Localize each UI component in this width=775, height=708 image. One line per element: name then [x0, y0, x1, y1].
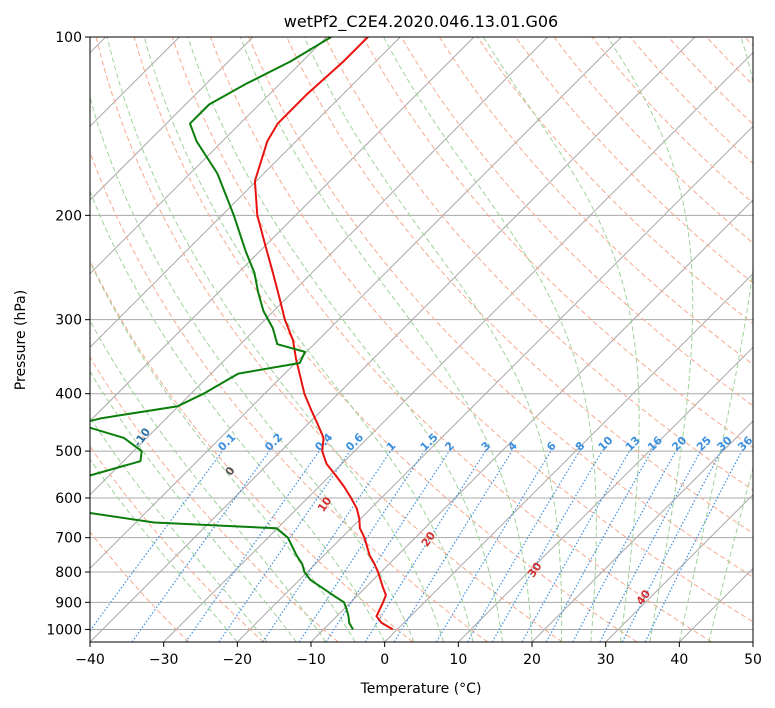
dry-adiabat-line [90, 150, 488, 642]
mixing-ratio-line [621, 450, 722, 642]
dry-adiabat-line [324, 37, 753, 491]
y-tick-label: 200 [55, 208, 82, 224]
moist-adiabat-line [187, 37, 503, 642]
x-tick-label: 0 [380, 652, 389, 668]
isotherm-line [90, 37, 622, 570]
isotherm-line [384, 272, 753, 642]
dry-adiabat-line [95, 37, 563, 642]
y-tick-label: 400 [55, 387, 82, 403]
x-tick-label: −10 [296, 652, 326, 668]
dry-adiabat-line [210, 37, 753, 623]
mixing-ratio-line [644, 450, 743, 642]
y-tick-label: 600 [55, 491, 82, 507]
axes: −40 −30 −20 −10 0 10 20 30 40 50 100 200 300 400 500 60… [46, 30, 762, 668]
moist-adiabat-line [678, 37, 753, 642]
mixing-ratio-line [521, 450, 631, 642]
moist-adiabat-line [607, 37, 694, 642]
dry-adiabat-line [90, 445, 264, 642]
isotherm-line [90, 37, 549, 496]
y-tick-label: 700 [55, 531, 82, 547]
isotherm-line [605, 493, 753, 642]
dry-adiabat-line [90, 259, 414, 642]
moist-adiabat-line [143, 37, 474, 642]
dry-adiabat-line [171, 37, 712, 642]
dry-adiabat-line [133, 37, 638, 642]
moist-adiabat-line [90, 189, 386, 642]
y-axis-title: Pressure (hPa) [13, 290, 29, 390]
x-tick-label: −40 [75, 652, 105, 668]
mixing-ratio-line [572, 450, 677, 642]
mixing-ratio-line [435, 450, 552, 642]
x-tick-label: 10 [449, 652, 467, 668]
y-tick-label: 1000 [46, 622, 82, 638]
moist-adiabat-line [383, 37, 597, 642]
moist-adiabat-line [239, 37, 533, 642]
y-tick-label: 300 [55, 313, 82, 329]
mixing-ratio-line [131, 450, 270, 642]
mixing-ratio-line [185, 450, 320, 642]
series-lines [90, 37, 394, 631]
isotherm-line [90, 37, 475, 422]
x-tick-label: −20 [223, 652, 253, 668]
mixing-ratio-line [599, 450, 702, 642]
temperature-line [253, 37, 394, 631]
dry-adiabat-line [400, 37, 753, 407]
x-tick-label: 20 [523, 652, 541, 668]
isotherm-line [531, 420, 753, 642]
dry-adiabat-line [90, 356, 339, 642]
x-tick-label: 50 [744, 652, 762, 668]
dry-adiabat-line [515, 37, 753, 284]
moist-adiabat-line [90, 260, 356, 642]
isotherm-line [163, 51, 753, 642]
moist-adiabat-line [106, 37, 445, 642]
moist-adiabat-line [90, 319, 327, 642]
isotherm-line [90, 37, 328, 275]
plot-frame [89, 36, 754, 643]
mixing-ratio-line [218, 450, 351, 642]
mixing-ratio-line [298, 450, 425, 642]
dewpoint-line [90, 37, 354, 630]
moist-adiabat-line [708, 466, 753, 642]
background-lines [90, 37, 753, 642]
isotherm-line [90, 37, 254, 201]
isotherm-line [90, 37, 696, 642]
chart-title: wetPf2_C2E4.2020.046.13.01.G06 [284, 12, 558, 32]
mixing-ratio-line [262, 450, 392, 642]
x-axis-title: Temperature (°C) [360, 681, 482, 697]
mixing-ratio-line [393, 450, 513, 642]
mixing-ratio-line [90, 450, 223, 632]
y-tick-label: 800 [55, 565, 82, 581]
y-tick-label: 900 [55, 595, 82, 611]
moist-adiabat-line [90, 416, 268, 642]
moist-adiabat-line [303, 37, 563, 642]
x-tick-label: 30 [597, 652, 615, 668]
dry-adiabat-line [248, 37, 753, 578]
mixing-ratio-line [325, 450, 450, 642]
mixing-ratio-line [364, 450, 486, 642]
y-tick-label: 500 [55, 444, 82, 460]
mixing-ratio-line [545, 450, 653, 642]
isotherm-line [90, 37, 401, 349]
x-tick-label: −30 [149, 652, 179, 668]
moist-adiabat-line [90, 458, 238, 642]
y-tick-label: 100 [55, 30, 82, 46]
dry-adiabat-line [90, 531, 190, 642]
moist-adiabat-line [482, 37, 640, 642]
isotherm-line [236, 125, 753, 642]
x-tick-label: 40 [670, 652, 688, 668]
dry-adiabat-line [438, 37, 753, 366]
